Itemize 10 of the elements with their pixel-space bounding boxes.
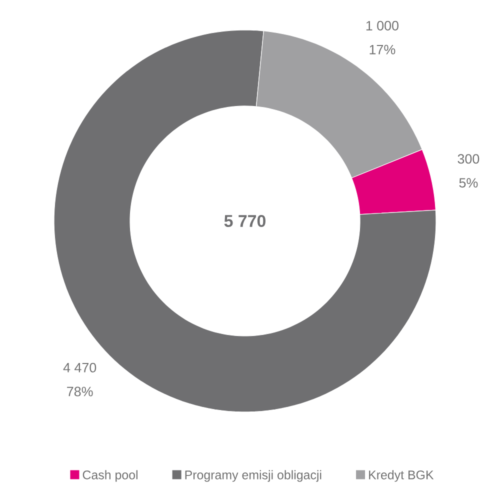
legend-label: Kredyt BGK: [369, 470, 434, 482]
data-label: 1 000: [366, 20, 398, 30]
text: 78%: [67, 386, 93, 396]
legend-label: Programy emisji obligacji: [185, 470, 322, 482]
data-label: 4 470: [63, 362, 96, 372]
text: 5%: [459, 178, 478, 188]
legend-label: Cash pool: [82, 470, 138, 482]
data-label: 300: [458, 154, 480, 164]
text: 17%: [370, 44, 396, 54]
text: 5 770: [224, 214, 266, 227]
